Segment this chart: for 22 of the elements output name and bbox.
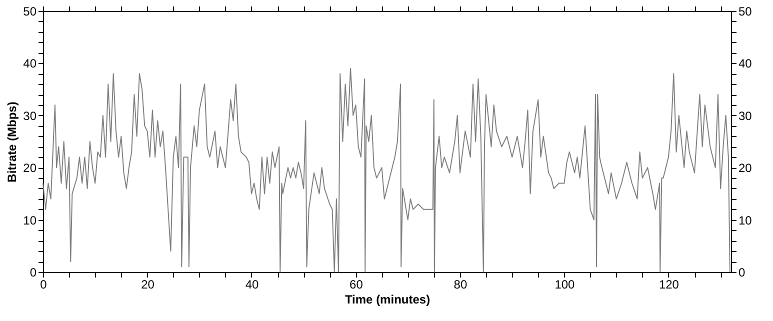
x-tick-label: 120	[658, 278, 680, 292]
y-tick-label: 20	[23, 161, 37, 176]
y-axis-title: Bitrate (Mbps)	[5, 102, 20, 182]
y2-tick-label: 30	[738, 108, 752, 123]
line-series	[42, 68, 730, 272]
y2-tick-label: 0	[738, 266, 746, 280]
y-tick-label: 0	[30, 266, 37, 280]
y2-tick-label: 10	[738, 213, 752, 228]
x-tick-label: 100	[554, 278, 576, 292]
x-tick-label: 20	[141, 278, 155, 292]
y2-tick-label: 20	[738, 161, 752, 176]
y-tick-label: 40	[23, 56, 37, 71]
y-tick-label: 50	[23, 4, 37, 18]
x-tick-label: 80	[454, 278, 468, 292]
y-tick-label: 30	[23, 108, 37, 123]
y-tick-label: 10	[23, 213, 37, 228]
x-tick-label: 60	[350, 278, 364, 292]
x-tick-label: 0	[40, 278, 48, 292]
y2-tick-label: 50	[738, 4, 752, 18]
x-axis-title: Time (minutes)	[344, 292, 430, 306]
y2-tick-label: 40	[738, 56, 752, 71]
x-tick-label: 40	[245, 278, 259, 292]
